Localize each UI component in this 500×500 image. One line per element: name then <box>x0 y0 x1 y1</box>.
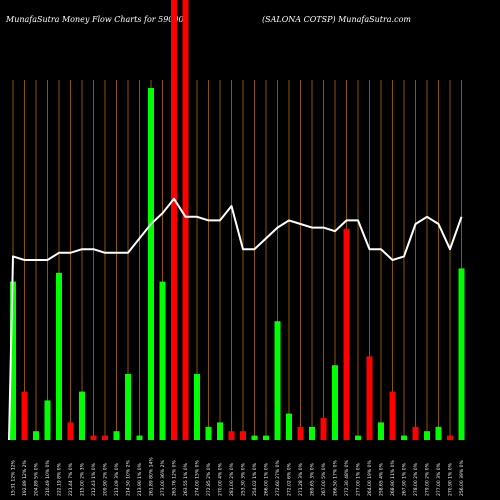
x-tick-label: 254.02 1% 0% <box>252 462 258 496</box>
x-tick-label: 267.90 1% 0% <box>402 462 408 496</box>
money-flow-bar <box>435 426 442 440</box>
x-tick-label: 278.00 2% 0% <box>413 462 419 496</box>
x-tick-label: 274.00 15% 0% <box>195 460 201 496</box>
money-flow-bar <box>205 426 212 440</box>
x-tick-label: 221.44 7% 0% <box>68 462 74 496</box>
money-flow-bar <box>286 413 292 440</box>
money-flow-bar <box>125 374 131 440</box>
money-flow-bar <box>378 422 384 440</box>
x-tick-label: 264.00 19% 0% <box>367 460 373 496</box>
x-tick-label: 270.00 4% 0% <box>218 462 224 496</box>
x-tick-label: 204.89 5% 0% <box>34 462 40 496</box>
x-tick-label: 266.50 17% 0% <box>333 460 339 496</box>
money-flow-bar <box>320 418 327 440</box>
x-tick-label: 272.02 6% 0% <box>287 462 293 496</box>
money-flow-bar <box>343 228 350 440</box>
x-tick-label: 270.90 1% 0% <box>448 462 454 496</box>
x-tick-label: 215.00 2% 3% <box>80 462 86 496</box>
x-tick-label: 209.90 2% 0% <box>103 462 109 496</box>
money-flow-bar <box>297 426 304 440</box>
x-tick-label: 279.00 2% 0% <box>425 462 431 496</box>
money-flow-bar <box>44 400 51 440</box>
money-flow-bar <box>389 391 396 440</box>
money-flow-bar <box>274 321 281 440</box>
chart-title-right: (SALONA COTSP) MunafaSutra.com <box>262 15 411 24</box>
money-flow-bar <box>217 422 223 440</box>
x-tick-label: 281.00 2% 0% <box>229 462 235 496</box>
money-flow-bar <box>136 435 143 440</box>
x-tick-label: 258.65 4% 0% <box>379 462 385 496</box>
money-flow-bar <box>366 356 373 440</box>
money-flow-bar <box>79 391 85 440</box>
x-tick-label: 253.30 3% 0% <box>241 462 247 496</box>
x-tick-label: 263.55 1% 0% <box>183 462 189 496</box>
price-line <box>8 197 463 441</box>
x-axis-tick-labels: 15:31 12% 12% 192.89 12% 2% 204.89 5% 0% 21… <box>11 457 466 496</box>
x-tick-label: 263.76 12% 0% <box>172 460 178 496</box>
x-tick-label: 272.60 27% 0% <box>275 460 281 496</box>
money-flow-bar <box>228 431 235 440</box>
money-flow-bar <box>309 426 315 440</box>
x-tick-label: 277.00 1% 0% <box>356 462 362 496</box>
money-flow-bar <box>171 0 177 440</box>
money-flow-bar <box>447 435 453 440</box>
x-tick-label: 273.00 36% 2% <box>160 460 166 496</box>
x-tick-label: 192.89 12% 2% <box>22 460 28 496</box>
x-tick-label: 272.85 2% 0% <box>206 462 212 496</box>
money-flow-bar <box>194 374 200 440</box>
money-flow-bar <box>21 391 28 440</box>
x-tick-label: 271.28 3% 0% <box>298 462 304 496</box>
money-flow-bar <box>159 281 166 440</box>
money-flow-bar <box>332 365 338 440</box>
money-flow-bar <box>355 435 361 440</box>
money-flow-bar <box>424 431 430 440</box>
x-tick-label: 256.00 39% 0% <box>459 460 465 496</box>
x-tick-label: 15:31 12% 12% <box>11 459 17 496</box>
x-tick-label: 222.19 8% 0% <box>57 462 63 496</box>
money-flow-bar <box>67 422 74 440</box>
money-flow-bar <box>251 435 258 440</box>
price-line-layer <box>8 197 463 441</box>
x-tick-label: 213.90 1% 0% <box>137 462 143 496</box>
money-flow-bar <box>33 431 39 440</box>
chart-title-left: MunafaSutra Money Flow Charts for 590006 <box>5 15 189 24</box>
money-flow-bar <box>401 435 407 440</box>
money-flow-bar <box>182 0 189 440</box>
x-tick-label: 268.90 11% 0% <box>390 460 396 496</box>
money-flow-bar <box>10 281 16 440</box>
x-tick-label: 266.00 1% 0% <box>264 462 270 496</box>
money-flow-bar <box>240 431 246 440</box>
x-tick-label: 277.00 3% 0% <box>436 462 442 496</box>
x-tick-label: 212.43 1% 0% <box>91 462 97 496</box>
x-tick-label: 261.89 80% 14% <box>149 457 155 496</box>
x-tick-label: 267.00 5% 0% <box>321 462 327 496</box>
x-tick-label: 272.30 48% 0% <box>344 460 350 496</box>
x-tick-label: 213.09 3% 0% <box>114 462 120 496</box>
money-flow-bars <box>10 0 465 440</box>
x-tick-label: 269.65 3% 0% <box>310 462 316 496</box>
money-flow-bar <box>148 88 154 440</box>
x-tick-label: 210.49 10% 0% <box>45 460 51 496</box>
money-flow-bar <box>56 272 62 440</box>
x-tick-label: 214.50 10% 2% <box>126 460 132 496</box>
money-flow-bar <box>113 431 120 440</box>
money-flow-bar <box>263 435 269 440</box>
money-flow-bar <box>458 268 465 440</box>
money-flow-bar <box>90 435 97 440</box>
money-flow-bar <box>102 435 108 440</box>
money-flow-bar <box>412 426 419 440</box>
